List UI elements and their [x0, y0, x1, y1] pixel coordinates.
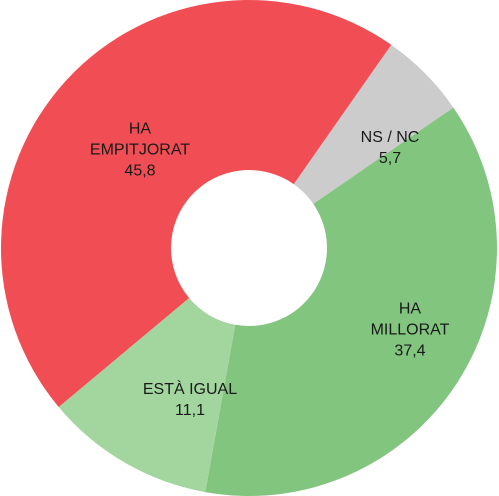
value-label: 45,8: [124, 162, 156, 180]
value-label: 37,4: [394, 342, 426, 360]
category-label: ESTÀ IGUAL: [142, 381, 238, 398]
donut-slice: [293, 44, 454, 204]
donut-slice: [1, 0, 392, 408]
slice-label: NS / NC 5,7: [350, 127, 430, 169]
category-label: NS / NC: [360, 129, 420, 146]
slice-label: HA EMPITJORAT 45,8: [84, 119, 196, 182]
donut-slice: [58, 298, 236, 493]
category-label: HA EMPITJORAT: [89, 120, 191, 159]
value-label: 11,1: [175, 402, 205, 419]
category-label: HA MILLORAT: [370, 300, 450, 339]
donut-slice: [205, 107, 497, 496]
slice-label: HA MILLORAT 37,4: [365, 299, 455, 362]
value-label: 5,7: [378, 150, 402, 167]
slice-label: ESTÀ IGUAL 11,1: [125, 379, 255, 421]
